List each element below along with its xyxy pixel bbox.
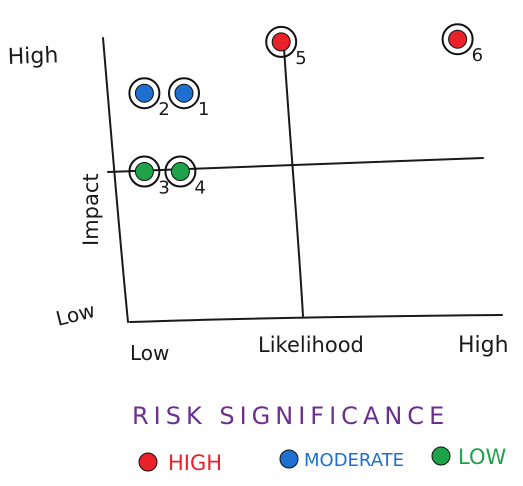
risk-point-6: 6 <box>441 23 483 66</box>
y-axis-label: Impact <box>79 173 103 246</box>
risk-point-label: 1 <box>198 99 209 120</box>
x-tick-high: High <box>458 333 509 358</box>
risk-point-ring <box>128 77 161 110</box>
horizontal-divider <box>107 157 484 173</box>
risk-point-dot <box>134 162 154 181</box>
risk-point-ring <box>441 23 474 56</box>
risk-point-2: 2 <box>128 77 170 120</box>
points-layer: 1 2 3 4 5 6 <box>128 23 483 199</box>
risk-point-dot <box>170 162 190 181</box>
risk-point-label: 5 <box>295 48 306 69</box>
risk-point-4: 4 <box>164 155 206 199</box>
legend-label-high: HIGH <box>168 451 222 475</box>
risk-point-dot <box>448 29 468 49</box>
x-tick-low: Low <box>130 341 169 365</box>
vertical-divider <box>283 47 304 317</box>
legend-marker-high <box>138 452 158 472</box>
legend: HIGH MODERATE LOW <box>138 445 506 475</box>
risk-point-1: 1 <box>168 77 209 120</box>
risk-point-3: 3 <box>128 155 170 199</box>
x-axis-line <box>129 314 503 323</box>
chart-title: RISK SIGNIFICANCE <box>132 402 449 430</box>
legend-label-low: LOW <box>458 445 506 469</box>
risk-point-ring <box>168 77 200 110</box>
risk-point-ring <box>128 155 161 188</box>
risk-point-label: 4 <box>194 178 205 199</box>
y-tick-high: High <box>7 43 58 70</box>
risk-point-ring <box>265 25 298 58</box>
y-axis-line <box>102 37 129 323</box>
legend-marker-low <box>431 446 451 466</box>
legend-label-moderate: MODERATE <box>304 450 404 471</box>
risk-point-dot <box>271 32 291 52</box>
y-tick-low: Low <box>53 298 97 331</box>
risk-point-5: 5 <box>265 25 307 69</box>
risk-point-dot <box>134 83 154 103</box>
risk-point-label: 2 <box>158 99 169 120</box>
legend-marker-moderate <box>279 449 299 469</box>
risk-point-label: 6 <box>472 45 483 66</box>
risk-point-dot <box>174 83 194 103</box>
risk-point-ring <box>164 155 197 188</box>
x-axis-label: Likelihood <box>258 333 364 357</box>
risk-point-label: 3 <box>158 178 169 199</box>
